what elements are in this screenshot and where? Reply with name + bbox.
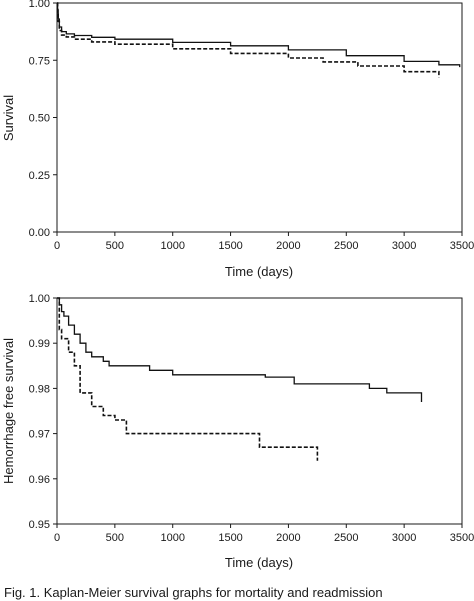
x-tick-label: 3500 <box>450 532 474 544</box>
y-axis-hemorrhage: 0.95 0.96 0.97 0.98 0.99 1.00 <box>29 293 57 531</box>
x-tick-label: 2000 <box>276 240 300 252</box>
y-tick-label: 0.96 <box>29 474 50 486</box>
x-axis-survival: 0 500 1000 1500 2000 2500 3000 3500 <box>54 232 474 252</box>
y-tick-label: 0.75 <box>29 55 50 67</box>
panel-survival: 0 500 1000 1500 2000 2500 3000 3500 0.00 0.25 0.5… <box>1 0 474 279</box>
x-tick-label: 2000 <box>276 532 300 544</box>
x-tick-label: 3000 <box>392 240 416 252</box>
y-tick-label: 1.00 <box>29 0 50 10</box>
figure-caption: Fig. 1. Kaplan-Meier survival graphs for… <box>4 585 383 600</box>
x-tick-label: 1500 <box>218 532 242 544</box>
series-line-solid <box>56 2 461 68</box>
x-axis-hemorrhage: 0 500 1000 1500 2000 2500 3000 3500 <box>54 524 474 544</box>
x-tick-label: 2500 <box>334 240 358 252</box>
plot-frame-hemorrhage <box>56 297 463 525</box>
series-line-dashed <box>57 297 319 461</box>
y-tick-label: 0.98 <box>29 383 50 395</box>
x-tick-label: 2500 <box>334 532 358 544</box>
x-tick-label: 0 <box>54 240 60 252</box>
x-axis-label-hemorrhage: Time (days) <box>225 555 293 570</box>
x-axis-label-survival: Time (days) <box>225 264 293 279</box>
y-tick-label: 1.00 <box>29 293 50 305</box>
y-axis-label-hemorrhage: Hemorrhage free survival <box>1 338 16 484</box>
series-line-solid <box>57 297 423 402</box>
x-tick-label: 0 <box>54 532 60 544</box>
series-line-dashed <box>56 2 440 78</box>
y-axis-label-survival: Survival <box>1 95 16 141</box>
x-tick-label: 1000 <box>160 532 184 544</box>
panel-hemorrhage: 0 500 1000 1500 2000 2500 3000 3500 0.950.960.9… <box>1 293 474 570</box>
series-lines-survival <box>56 2 461 78</box>
y-tick-label: 0.95 <box>29 519 50 531</box>
x-tick-label: 500 <box>106 532 124 544</box>
y-tick-label: 0.50 <box>29 113 50 125</box>
y-tick-label: 0.99 <box>29 338 50 350</box>
series-lines-hemorrhage <box>57 297 423 461</box>
y-tick-label: 0.00 <box>29 227 50 239</box>
plot-frame-survival <box>56 2 463 233</box>
y-tick-label: 0.25 <box>29 170 50 182</box>
x-tick-label: 1000 <box>160 240 184 252</box>
y-axis-survival: 0.00 0.25 0.50 0.75 1.00 <box>29 0 57 239</box>
x-tick-label: 1500 <box>218 240 242 252</box>
y-tick-label: 0.97 <box>29 429 50 441</box>
x-tick-label: 500 <box>106 240 124 252</box>
x-tick-label: 3000 <box>392 532 416 544</box>
x-tick-label: 3500 <box>450 240 474 252</box>
